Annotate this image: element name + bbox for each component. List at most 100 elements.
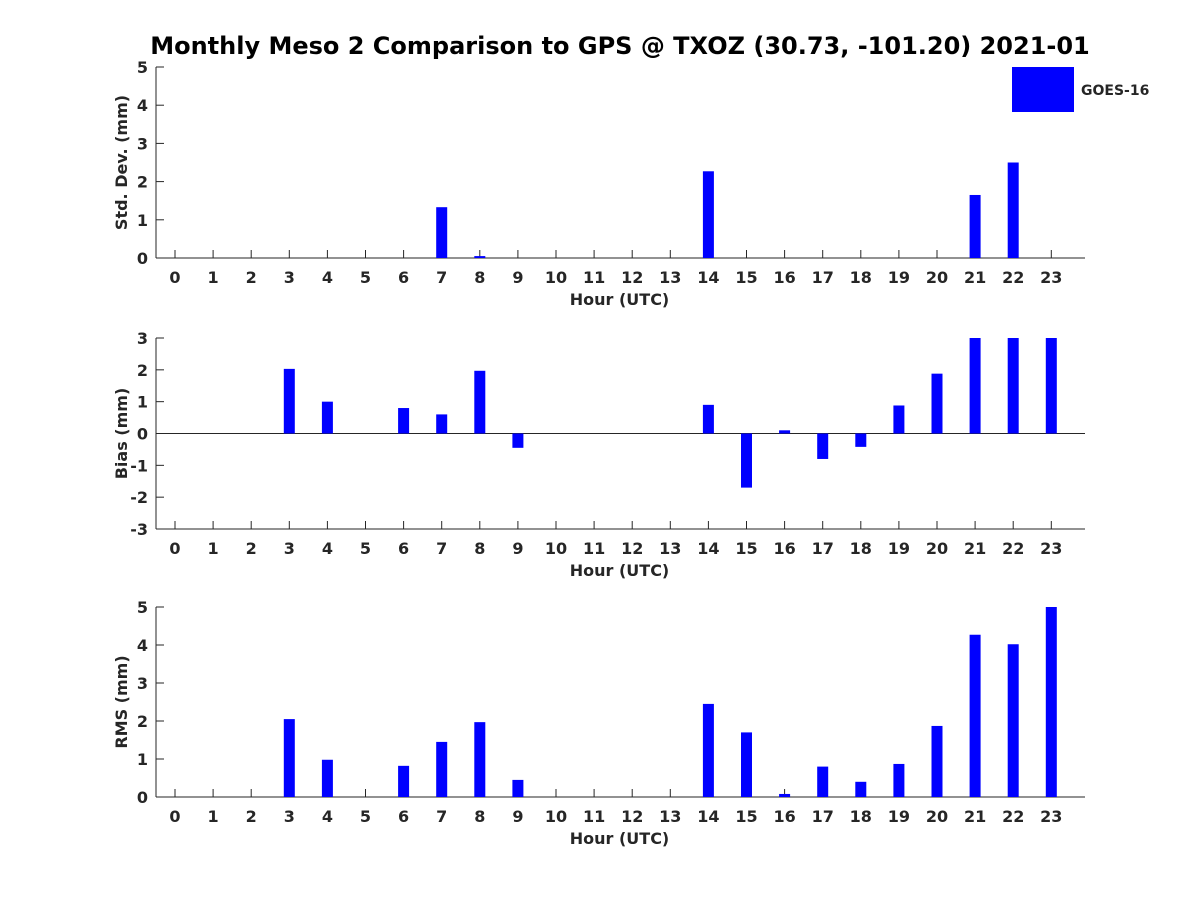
x-tick-label: 3 [284,268,295,287]
x-tick-label: 5 [360,539,371,558]
bar-hour-4 [321,759,333,797]
x-tick-label: 8 [474,807,485,826]
x-tick-label: 2 [246,268,257,287]
bar-hour-7 [436,414,448,434]
x-tick-label: 20 [926,539,948,558]
x-tick-label: 13 [659,539,681,558]
y-tick-label: 4 [137,636,148,655]
bar-hour-6 [398,765,410,797]
bar-hour-6 [398,408,410,434]
bar-hour-23 [1045,607,1057,797]
bar-hour-14 [702,404,714,434]
x-tick-label: 3 [284,807,295,826]
x-tick-label: 15 [735,807,757,826]
x-tick-label: 18 [850,807,872,826]
bar-hour-19 [893,405,905,434]
x-tick-label: 16 [773,268,795,287]
x-tick-label: 21 [964,268,986,287]
bar-hour-3 [283,719,295,797]
x-tick-label: 20 [926,268,948,287]
bar-hour-20 [931,725,943,797]
x-tick-label: 22 [1002,807,1024,826]
bar-hour-21 [969,338,981,434]
x-tick-label: 14 [697,539,719,558]
x-tick-label: 4 [322,539,333,558]
y-tick-label: 1 [137,211,148,230]
y-tick-label: 5 [137,598,148,617]
x-tick-label: 1 [208,268,219,287]
x-tick-label: 2 [246,807,257,826]
x-tick-label: 17 [812,268,834,287]
bar-hour-8 [474,256,486,258]
y-tick-label: 2 [137,712,148,731]
bar-hour-21 [969,634,981,797]
x-tick-label: 0 [169,539,180,558]
x-tick-label: 11 [583,268,605,287]
y-tick-label: 3 [137,134,148,153]
x-tick-label: 7 [436,807,447,826]
chart-title: Monthly Meso 2 Comparison to GPS @ TXOZ … [150,32,1090,60]
bar-hour-14 [702,703,714,797]
x-tick-label: 11 [583,539,605,558]
x-tick-label: 6 [398,539,409,558]
x-tick-label: 4 [322,807,333,826]
bar-hour-14 [702,171,714,258]
bar-hour-21 [969,194,981,258]
y-axis-label: RMS (mm) [112,655,131,748]
bar-hour-15 [741,433,752,488]
x-tick-label: 22 [1002,539,1024,558]
x-tick-label: 18 [850,268,872,287]
x-tick-label: 14 [697,268,719,287]
bar-hour-20 [931,373,943,434]
y-tick-label: 2 [137,173,148,192]
x-tick-label: 8 [474,268,485,287]
x-tick-label: 19 [888,539,910,558]
y-tick-label: -2 [130,488,148,507]
x-tick-label: 23 [1040,807,1062,826]
y-tick-label: 1 [137,750,148,769]
x-axis-label: Hour (UTC) [570,829,670,848]
x-tick-label: 3 [284,539,295,558]
x-tick-label: 12 [621,268,643,287]
x-tick-label: 9 [512,539,523,558]
bar-hour-7 [436,741,448,797]
x-tick-label: 17 [812,807,834,826]
x-tick-label: 7 [436,268,447,287]
bar-hour-22 [1007,338,1019,434]
x-tick-label: 17 [812,539,834,558]
x-tick-label: 11 [583,807,605,826]
bar-hour-16 [779,430,791,434]
bar-hour-22 [1007,644,1019,797]
x-tick-label: 15 [735,539,757,558]
y-tick-label: 0 [137,249,148,268]
x-tick-label: 19 [888,268,910,287]
x-tick-label: 4 [322,268,333,287]
y-axis-label: Std. Dev. (mm) [112,95,131,230]
bar-hour-19 [893,763,905,797]
x-tick-label: 12 [621,807,643,826]
x-tick-label: 2 [246,539,257,558]
x-tick-label: 0 [169,268,180,287]
x-tick-label: 14 [697,807,719,826]
bar-hour-18 [855,433,867,447]
y-tick-label: 5 [137,58,148,77]
x-axis-label: Hour (UTC) [570,290,670,309]
x-tick-label: 10 [545,539,567,558]
bar-hour-7 [436,207,448,258]
bar-hour-17 [817,766,829,797]
bar-hour-8 [474,370,486,434]
bar-hour-9 [512,779,524,797]
x-tick-label: 7 [436,539,447,558]
bar-hour-17 [817,433,829,459]
bar-hour-22 [1007,162,1019,258]
y-tick-label: 1 [137,393,148,412]
x-tick-label: 22 [1002,268,1024,287]
y-tick-label: 3 [137,329,148,348]
bar-hour-8 [474,722,486,797]
x-tick-label: 6 [398,268,409,287]
legend: GOES-16 [1012,67,1149,112]
legend-label: GOES-16 [1081,83,1149,99]
x-tick-label: 5 [360,268,371,287]
